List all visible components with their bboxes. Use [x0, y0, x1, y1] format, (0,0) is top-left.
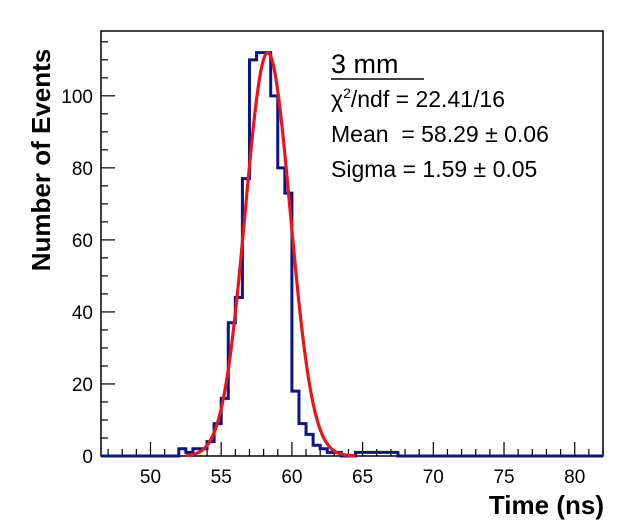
histogram-bin — [271, 96, 278, 456]
axis-ticks: 50 55 60 65 70 75 80 0 20 40 60 80 100 — [61, 41, 604, 488]
fit-stats-box: 3 mm χ2/ndf = 22.41/16 Mean = 58.29 ± 0.… — [331, 49, 549, 182]
chi-exponent: 2 — [343, 85, 351, 101]
histogram-bin — [363, 452, 370, 456]
histogram-bin — [278, 168, 285, 456]
x-tick-label: 50 — [140, 467, 161, 488]
stats-mean: Mean = 58.29 ± 0.06 — [331, 121, 549, 147]
chi2-ndf-value: /ndf = 22.41/16 — [351, 86, 505, 112]
x-tick-label: 60 — [281, 467, 302, 488]
gaussian-fit-series — [185, 50, 356, 458]
x-tick-label: 70 — [423, 467, 444, 488]
x-tick-label: 75 — [493, 467, 514, 488]
histogram-bin — [384, 452, 391, 456]
histogram-series — [101, 51, 603, 458]
histogram-bin — [391, 452, 398, 456]
stats-chi2-ndf: χ2/ndf = 22.41/16 — [331, 85, 505, 112]
histogram-bin — [377, 452, 384, 456]
histogram-bin — [299, 424, 306, 456]
y-tick-label: 100 — [61, 87, 93, 108]
y-tick-label: 20 — [72, 375, 93, 396]
chi-symbol: χ — [331, 86, 343, 112]
x-axis-title: Time (ns) — [489, 490, 604, 520]
histogram-bin — [257, 53, 264, 456]
histogram-bin — [235, 298, 242, 456]
histogram-outline — [101, 51, 603, 458]
histogram-bin — [179, 449, 186, 456]
y-axis-title: Number of Events — [26, 49, 56, 272]
stats-title: 3 mm — [331, 49, 399, 79]
histogram-bin — [327, 452, 334, 456]
x-tick-label: 80 — [564, 467, 585, 488]
histogram-bin — [306, 434, 313, 456]
y-tick-label: 80 — [72, 159, 93, 180]
histogram-bin — [356, 452, 363, 456]
y-tick-label: 40 — [72, 303, 93, 324]
histogram-bin — [292, 391, 299, 456]
y-tick-label: 60 — [72, 231, 93, 252]
histogram-bin — [320, 449, 327, 456]
stats-sigma: Sigma = 1.59 ± 0.05 — [331, 156, 537, 182]
x-tick-label: 65 — [352, 467, 373, 488]
y-tick-label: 0 — [82, 447, 93, 468]
histogram-bin — [370, 452, 377, 456]
histogram-bin — [264, 53, 271, 456]
x-tick-label: 55 — [211, 467, 232, 488]
gaussian-fit-curve — [185, 50, 356, 458]
histogram-bin — [313, 445, 320, 456]
